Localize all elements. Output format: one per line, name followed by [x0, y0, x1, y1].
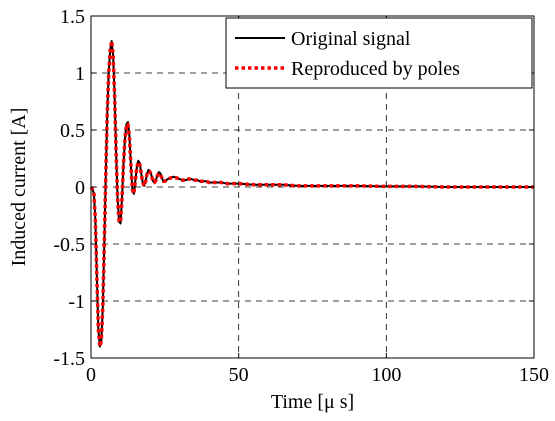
y-tick-label-1: -1 — [68, 291, 85, 313]
series-line-1 — [89, 39, 534, 349]
x-axis-title: Time [μ s] — [271, 391, 354, 413]
y-axis-title: Induced current [A] — [8, 108, 30, 267]
data-series — [89, 39, 534, 349]
y-tick-label-2: -0.5 — [53, 234, 85, 256]
axis-ticks: 0 50 100 150 -1.5 -1 -0.5 0 0.5 1 1.5 — [53, 6, 549, 386]
legend-box — [225, 17, 533, 89]
legend: Original signal Reproduced by poles — [225, 17, 533, 89]
x-tick-label-1: 50 — [229, 364, 249, 386]
y-tick-label-6: 1.5 — [60, 6, 85, 28]
x-tick-label-0: 0 — [86, 364, 96, 386]
x-tick-label-2: 100 — [371, 364, 401, 386]
x-tick-label-3: 150 — [519, 364, 549, 386]
y-tick-label-3: 0 — [75, 177, 85, 199]
y-tick-label-4: 0.5 — [60, 120, 85, 142]
legend-label-reproduced-by-poles: Reproduced by poles — [291, 58, 460, 80]
legend-label-original-signal: Original signal — [291, 28, 411, 50]
y-tick-label-0: -1.5 — [53, 348, 85, 370]
y-tick-label-5: 1 — [75, 63, 85, 85]
